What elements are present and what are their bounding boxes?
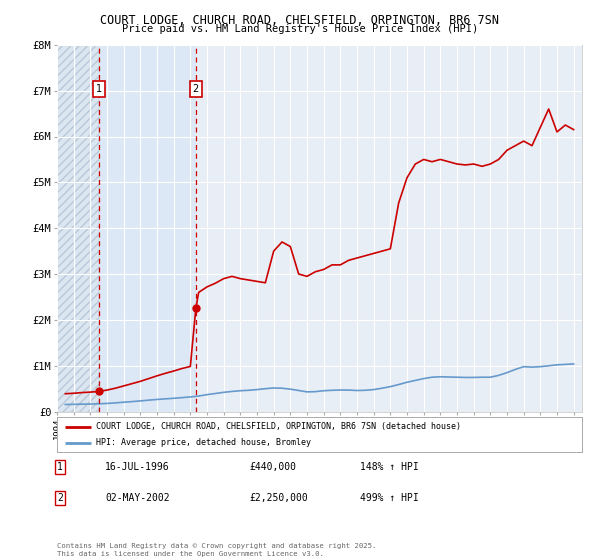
Text: COURT LODGE, CHURCH ROAD, CHELSFIELD, ORPINGTON, BR6 7SN (detached house): COURT LODGE, CHURCH ROAD, CHELSFIELD, OR… — [97, 422, 461, 431]
Text: HPI: Average price, detached house, Bromley: HPI: Average price, detached house, Brom… — [97, 438, 311, 447]
Text: 16-JUL-1996: 16-JUL-1996 — [105, 462, 170, 472]
Text: £440,000: £440,000 — [249, 462, 296, 472]
Bar — [57, 45, 100, 412]
Bar — [57, 45, 100, 412]
Text: 2: 2 — [57, 493, 63, 503]
Text: 1: 1 — [57, 462, 63, 472]
Text: COURT LODGE, CHURCH ROAD, CHELSFIELD, ORPINGTON, BR6 7SN: COURT LODGE, CHURCH ROAD, CHELSFIELD, OR… — [101, 14, 499, 27]
Text: 02-MAY-2002: 02-MAY-2002 — [105, 493, 170, 503]
Text: £2,250,000: £2,250,000 — [249, 493, 308, 503]
Text: 1: 1 — [96, 84, 103, 94]
Text: 148% ↑ HPI: 148% ↑ HPI — [360, 462, 419, 472]
Text: 2: 2 — [193, 84, 199, 94]
Text: 499% ↑ HPI: 499% ↑ HPI — [360, 493, 419, 503]
Text: Price paid vs. HM Land Registry's House Price Index (HPI): Price paid vs. HM Land Registry's House … — [122, 24, 478, 34]
Bar — [100, 45, 196, 412]
Text: Contains HM Land Registry data © Crown copyright and database right 2025.
This d: Contains HM Land Registry data © Crown c… — [57, 543, 376, 557]
